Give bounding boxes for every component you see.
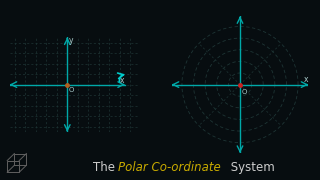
Text: System: System — [227, 161, 275, 174]
Text: The: The — [93, 161, 118, 174]
Text: x: x — [304, 75, 308, 84]
Text: y: y — [69, 36, 73, 45]
Text: O: O — [242, 89, 247, 95]
Text: x: x — [120, 76, 124, 86]
Text: O: O — [68, 87, 74, 93]
Text: Polar Co-ordinate: Polar Co-ordinate — [118, 161, 221, 174]
